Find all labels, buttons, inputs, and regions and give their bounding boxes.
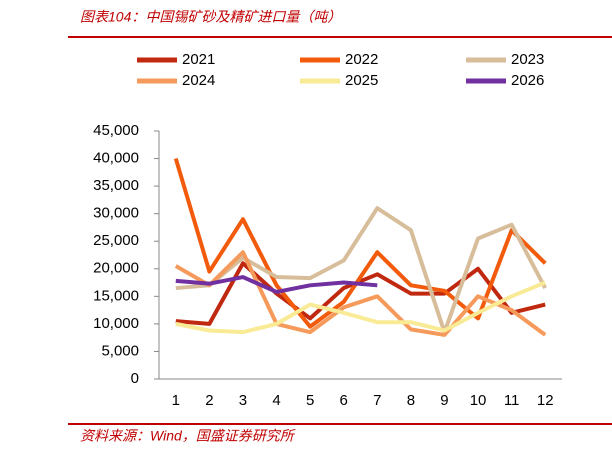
series-line [175, 275, 378, 294]
y-tick-label: 10,000 [93, 315, 139, 332]
y-tick-label: 25,000 [93, 232, 139, 249]
x-tick-label: 5 [306, 392, 314, 409]
legend-label: 2022 [345, 51, 378, 68]
series-line [173, 157, 547, 329]
y-tick-label: 45,000 [93, 122, 139, 139]
chart-title: 图表104：中国锡矿砂及精矿进口量（吨） [80, 9, 341, 25]
x-tick-label: 8 [407, 392, 415, 409]
legend-label: 2026 [511, 72, 544, 89]
source-note: 资料来源：Wind，国盛证券研究所 [80, 428, 296, 444]
x-tick-label: 1 [172, 392, 180, 409]
x-tick-label: 10 [470, 392, 487, 409]
legend-label: 2025 [345, 72, 378, 89]
y-tick-label: 30,000 [93, 205, 139, 222]
legend-label: 2024 [182, 72, 215, 89]
x-tick-label: 7 [373, 392, 381, 409]
y-tick-label: 0 [131, 370, 139, 387]
series-line [174, 250, 547, 337]
series-line [175, 280, 546, 335]
x-tick-label: 9 [440, 392, 448, 409]
legend-label: 2023 [511, 51, 544, 68]
series-line [175, 206, 547, 335]
x-tick-label: 2 [205, 392, 213, 409]
x-tick-label: 11 [504, 392, 520, 409]
y-tick-label: 40,000 [93, 150, 139, 167]
x-tick-label: 4 [272, 392, 280, 409]
legend-label: 2021 [182, 51, 215, 68]
y-tick-label: 20,000 [93, 260, 139, 277]
x-tick-label: 3 [239, 392, 247, 409]
y-tick-label: 15,000 [93, 287, 139, 304]
x-tick-label: 12 [537, 392, 554, 409]
y-tick-label: 35,000 [93, 177, 139, 194]
y-tick-label: 5,000 [101, 342, 139, 359]
series-line [175, 261, 546, 326]
x-tick-label: 6 [340, 392, 348, 409]
